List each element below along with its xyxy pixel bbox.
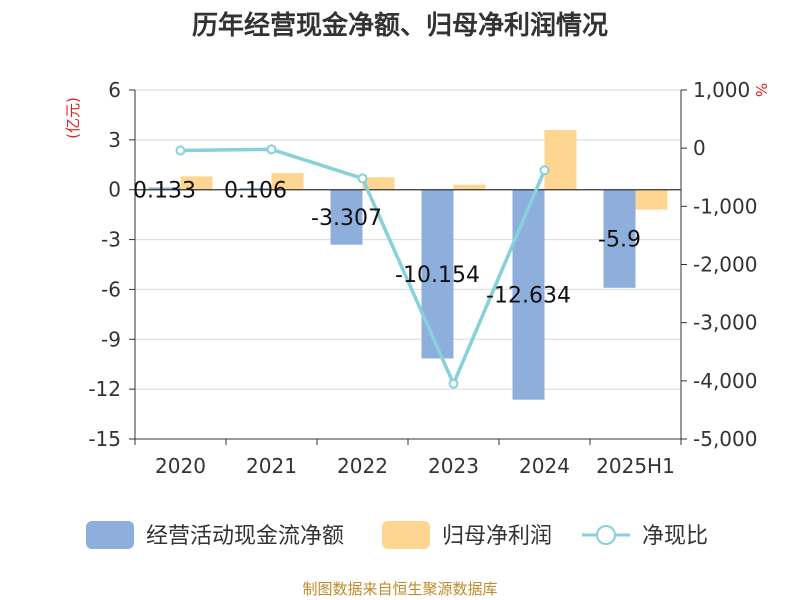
bar-net-profit	[544, 129, 577, 190]
bar-operating-cash-flow	[330, 189, 363, 245]
ratio-point	[357, 173, 368, 184]
axes: 6 3 0 -3 -6 -9 -12 -15 1,000 0 -1,000 -2,000 -3,000 -…	[88, 78, 757, 478]
bar-operating-cash-flow	[421, 189, 454, 359]
bar-net-profit	[453, 184, 486, 190]
legend-swatch-ratio-point	[596, 525, 616, 545]
bar-value-label: 0.106	[224, 179, 287, 204]
x-tick-label: 2023	[428, 454, 479, 478]
legend-label-cash-flow: 经营活动现金流净额	[146, 524, 344, 549]
right-tick-label: -1,000	[693, 194, 757, 218]
left-tick-label: -12	[88, 377, 121, 401]
bar-operating-cash-flow	[512, 189, 545, 400]
bar-value-label: -3.307	[311, 206, 382, 231]
left-tick-label: -3	[101, 228, 121, 252]
x-tick-label: 2025H1	[596, 454, 675, 478]
legend-swatch-net-profit	[382, 521, 430, 549]
left-tick-label: 3	[108, 128, 121, 152]
ratio-line	[175, 144, 550, 389]
bar-value-label: -5.9	[598, 228, 641, 253]
left-tick-label: -9	[101, 327, 121, 351]
ratio-point	[266, 144, 277, 155]
right-tick-label: -4,000	[693, 369, 757, 393]
bar-net-profit	[635, 189, 668, 210]
legend-label-net-profit: 归母净利润	[442, 524, 552, 549]
left-tick-label: -15	[88, 427, 121, 451]
bar-operating-cash-flow	[239, 187, 272, 190]
left-tick-label: 0	[108, 178, 121, 202]
legend: 经营活动现金流净额 归母净利润 净现比	[86, 521, 708, 549]
right-tick-label: -5,000	[693, 427, 757, 451]
bars	[148, 129, 668, 400]
x-tick-label: 2024	[519, 454, 570, 478]
bar-value-label: 0.133	[133, 179, 196, 204]
right-tick-label: 0	[693, 136, 706, 160]
right-tick-label: -2,000	[693, 253, 757, 277]
bar-operating-cash-flow	[603, 189, 636, 288]
legend-label-ratio: 净现比	[642, 524, 708, 549]
bar-operating-cash-flow	[148, 187, 181, 190]
chart-title: 历年经营现金净额、归母净利润情况	[192, 10, 608, 41]
x-tick-label: 2022	[337, 454, 388, 478]
legend-swatch-cash-flow	[86, 521, 134, 549]
left-tick-label: -6	[101, 277, 121, 301]
left-tick-label: 6	[108, 78, 121, 102]
right-tick-label: 1,000	[693, 78, 750, 102]
ratio-point	[539, 165, 550, 176]
bar-net-profit	[362, 177, 395, 190]
source-note: 制图数据来自恒生聚源数据库	[302, 580, 497, 598]
right-axis-unit: %	[752, 83, 770, 97]
x-tick-label: 2021	[246, 454, 297, 478]
x-tick-label: 2020	[155, 454, 206, 478]
data-labels: 0.133 0.106 -3.307 -10.154-12.634 -5.9	[133, 179, 641, 309]
ratio-point	[448, 378, 459, 389]
bar-net-profit	[180, 176, 213, 190]
left-axis-unit: (亿元)	[64, 97, 82, 139]
ratio-point	[175, 145, 186, 156]
bar-value-label: -12.634	[486, 284, 571, 309]
right-tick-label: -3,000	[693, 311, 757, 335]
bar-value-label: -10.154	[395, 263, 480, 288]
bar-net-profit	[271, 173, 304, 190]
